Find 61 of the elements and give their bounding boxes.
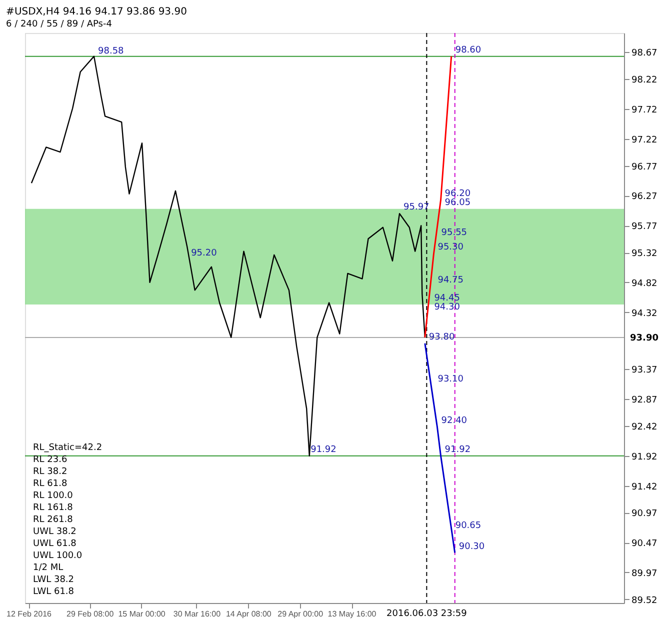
annotation: UWL 100.0 bbox=[33, 551, 82, 561]
x-tick-label: 14 Apr 08:00 bbox=[226, 610, 272, 618]
annotation: 93.10 bbox=[438, 374, 464, 384]
annotation: 95.20 bbox=[191, 248, 218, 259]
y-tick-label: 93.37 bbox=[632, 366, 658, 376]
y-tick-label: 94.82 bbox=[632, 278, 658, 289]
chart-subtitle: 6 / 240 / 55 / 89 / APs-4 bbox=[6, 20, 112, 30]
y-tick-label: 97.72 bbox=[632, 105, 658, 116]
y-tick-label: 89.52 bbox=[632, 596, 658, 606]
annotation: RL 161.8 bbox=[33, 503, 74, 513]
annotation: 94.75 bbox=[438, 276, 464, 286]
y-tick-label: 98.22 bbox=[632, 76, 658, 86]
annotation: 91.92 bbox=[444, 444, 471, 455]
x-tick-label: 12 Feb 2016 bbox=[6, 610, 52, 618]
annotation: RL 23.6 bbox=[33, 455, 68, 465]
annotation: 95.30 bbox=[438, 242, 464, 253]
annotation: 1/2 ML bbox=[33, 563, 64, 573]
y-tick-label: 97.22 bbox=[632, 135, 658, 146]
x-tick-label: 15 Mar 00:00 bbox=[118, 610, 166, 618]
annotation: RL 261.8 bbox=[33, 515, 74, 525]
x-tick-label: 29 Apr 00:00 bbox=[278, 610, 324, 618]
y-tick-label: 95.32 bbox=[632, 249, 658, 260]
chart-title: #USDX,H4 94.16 94.17 93.86 93.90 bbox=[6, 6, 187, 18]
annotation: LWL 38.2 bbox=[33, 575, 74, 585]
annotation: 95.55 bbox=[441, 228, 468, 238]
y-tick-label: 94.32 bbox=[632, 308, 658, 319]
y-tick-label: 92.87 bbox=[632, 396, 658, 406]
y-tick-label: 92.42 bbox=[632, 422, 658, 432]
annotation: 96.05 bbox=[444, 198, 471, 208]
annotation: RL_Static=42.2 bbox=[33, 443, 102, 453]
annotation: 98.58 bbox=[98, 46, 124, 57]
ref-line-label: 93.90 bbox=[630, 333, 658, 344]
annotation: 90.65 bbox=[455, 520, 482, 531]
annotation: 94.30 bbox=[434, 302, 460, 313]
x-tick-label: 30 Mar 16:00 bbox=[173, 610, 222, 618]
y-tick-label: 90.47 bbox=[632, 539, 658, 550]
y-tick-label: 90.97 bbox=[632, 509, 658, 520]
annotation: 93.80 bbox=[428, 332, 455, 342]
annotation: LWL 61.8 bbox=[33, 587, 74, 597]
ref-line-label: 2016.06.03 23:59 bbox=[386, 609, 468, 619]
y-tick-label: 91.42 bbox=[632, 482, 658, 492]
x-tick-label: 13 May 16:00 bbox=[328, 610, 377, 618]
y-tick-label: 98.67 bbox=[632, 48, 658, 59]
y-tick-label: 91.92 bbox=[632, 452, 658, 462]
annotation: UWL 38.2 bbox=[33, 527, 76, 537]
annotation: RL 61.8 bbox=[33, 479, 68, 489]
annotation: 95.97 bbox=[404, 202, 430, 213]
annotation: RL 38.2 bbox=[33, 467, 68, 477]
y-tick-label: 96.27 bbox=[632, 192, 658, 202]
annotation: 90.30 bbox=[458, 542, 485, 552]
annotation: 91.92 bbox=[310, 444, 336, 455]
annotation: 94.45 bbox=[434, 294, 460, 304]
annotation: 92.40 bbox=[441, 416, 468, 426]
annotation: 96.20 bbox=[444, 188, 471, 199]
y-tick-label: 95.77 bbox=[632, 222, 658, 232]
x-tick-label: 29 Feb 08:00 bbox=[66, 610, 114, 618]
annotation: UWL 61.8 bbox=[33, 539, 77, 549]
annotation: RL 100.0 bbox=[33, 491, 74, 501]
y-tick-label: 96.77 bbox=[632, 162, 658, 172]
y-tick-label: 89.97 bbox=[632, 568, 658, 579]
annotation: 98.60 bbox=[455, 45, 482, 56]
